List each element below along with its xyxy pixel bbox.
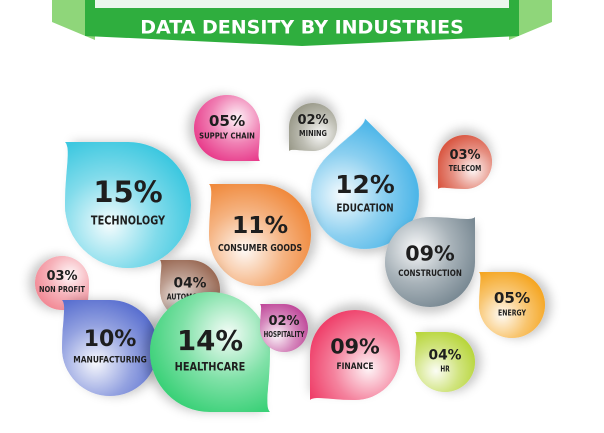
value-label: 12% [335,170,395,199]
value-label: 09% [330,334,380,358]
category-label: TELECOM [449,164,482,173]
droplet-shine [194,95,260,161]
category-label: HR [440,365,449,374]
category-label: ENERGY [498,308,526,317]
value-label: 03% [46,269,77,284]
value-label: 05% [494,289,530,307]
category-label: TECHNOLOGY [91,213,165,227]
bubble: 02%HOSPITALITY [260,304,308,352]
droplet-shine [260,304,308,352]
bubble: 05%ENERGY [479,272,545,338]
value-label: 09% [405,241,455,265]
category-label: MANUFACTURING [73,356,147,366]
category-label: EDUCATION [336,203,393,215]
category-label: CONSTRUCTION [398,269,462,279]
value-label: 02% [268,314,299,329]
value-label: 03% [449,148,480,163]
droplet-shine [209,184,311,286]
droplet-shine [62,300,158,396]
value-label: 05% [209,112,245,130]
bubble: 03%NON PROFIT [35,256,89,310]
category-label: HOSPITALITY [264,330,305,339]
droplet-shine [35,256,89,310]
bubble: 14% HEALTHCARE [150,292,270,412]
value-label: 10% [84,327,137,352]
droplet-shine [150,292,270,412]
category-label: MINING [299,129,327,138]
category-label: SUPPLY CHAIN [199,131,255,140]
bubble: 09% CONSTRUCTION [385,217,475,307]
bubble: 05%SUPPLY CHAIN [194,95,260,161]
droplet-shine [65,142,191,268]
bubble: 10% MANUFACTURING [62,300,158,396]
droplet-shine [385,217,475,307]
droplet-shine [289,103,337,151]
value-label: 15% [93,175,162,209]
value-label: 04% [428,347,461,363]
droplet-shine [310,310,400,400]
title-banner [52,0,552,46]
value-label: 04% [173,275,206,291]
bubble: 15% TECHNOLOGY [65,142,191,268]
bubble: 12% EDUCATION [311,118,419,249]
category-label: NON PROFIT [39,285,86,294]
droplet-shine [479,272,545,338]
value-label: 02% [297,113,328,128]
category-label: CONSUMER GOODS [218,243,302,254]
droplet-shine [438,135,492,189]
bubble: 02%MINING [289,103,337,151]
category-label: FINANCE [336,362,373,372]
bubble: 09% FINANCE [310,310,400,400]
bubble: 11% CONSUMER GOODS [209,184,311,286]
chart-title: DATA DENSITY BY INDUSTRIES [140,17,464,39]
bubble: 04% HR [415,332,475,392]
droplet-shine [415,332,475,392]
category-label: HEALTHCARE [175,360,246,374]
value-label: 14% [177,324,243,357]
value-label: 11% [232,211,288,239]
bubble: 03%TELECOM [438,135,492,189]
droplet-shine [311,118,419,249]
